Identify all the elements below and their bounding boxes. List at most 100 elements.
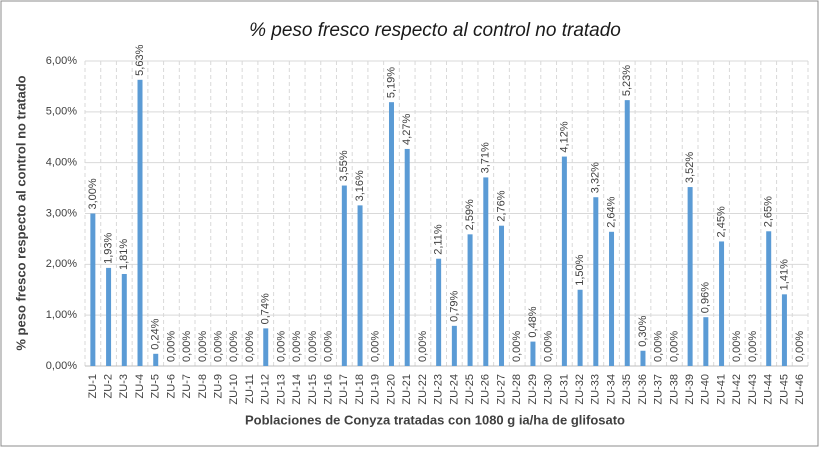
- data-label: 0,00%: [244, 331, 256, 362]
- bar: [499, 225, 505, 366]
- data-label: 0,00%: [417, 331, 429, 362]
- bar: [436, 258, 442, 366]
- x-tick-label: ZU-4: [134, 374, 146, 398]
- data-label: 5,63%: [134, 44, 146, 75]
- bar: [483, 177, 489, 366]
- data-label: 0,00%: [213, 331, 225, 362]
- x-tick-label: ZU-23: [433, 374, 445, 405]
- data-label: 2,65%: [763, 196, 775, 227]
- bar: [766, 231, 772, 366]
- data-label: 0,00%: [165, 331, 177, 362]
- x-tick-label: ZU-45: [778, 374, 790, 405]
- bar: [137, 79, 143, 366]
- bar: [388, 102, 394, 367]
- data-label: 0,24%: [150, 318, 162, 349]
- bar: [106, 267, 112, 366]
- bar: [357, 205, 363, 366]
- data-label: 5,23%: [621, 65, 633, 96]
- x-tick-label: ZU-20: [385, 374, 397, 405]
- bar: [577, 289, 583, 366]
- data-label: 3,32%: [590, 162, 602, 193]
- data-label: 2,59%: [464, 199, 476, 230]
- x-tick-label: ZU-7: [181, 374, 193, 398]
- x-tick-label: ZU-35: [621, 374, 633, 405]
- bar: [561, 156, 567, 366]
- x-tick-label: ZU-18: [354, 374, 366, 405]
- x-tick-label: ZU-43: [747, 374, 759, 405]
- bar: [467, 234, 473, 366]
- x-tick-label: ZU-5: [150, 374, 162, 398]
- x-tick-label: ZU-12: [260, 374, 272, 405]
- data-label: 0,00%: [653, 331, 665, 362]
- y-tick-label: 4,00%: [46, 157, 77, 169]
- x-tick-label: ZU-14: [291, 374, 303, 405]
- x-tick-label: ZU-31: [558, 374, 570, 405]
- data-label: 0,74%: [260, 293, 272, 324]
- x-tick-label: ZU-37: [653, 374, 665, 405]
- data-label: 0,30%: [637, 315, 649, 346]
- data-label: 0,48%: [527, 306, 539, 337]
- x-tick-label: ZU-13: [275, 374, 287, 405]
- data-label: 3,00%: [87, 178, 99, 209]
- x-tick-label: ZU-17: [338, 374, 350, 405]
- data-label: 0,00%: [323, 331, 335, 362]
- x-tick-label: ZU-22: [417, 374, 429, 405]
- data-label: 5,19%: [385, 67, 397, 98]
- x-tick-label: ZU-42: [731, 374, 743, 405]
- bar: [781, 294, 787, 366]
- x-tick-label: ZU-30: [543, 374, 555, 405]
- x-tick-label: ZU-3: [118, 374, 130, 398]
- chart-title: % peso fresco respecto al control no tra…: [249, 20, 621, 41]
- data-label: 0,00%: [291, 331, 303, 362]
- bar: [404, 148, 410, 366]
- data-label: 0,79%: [448, 290, 460, 321]
- x-tick-label: ZU-9: [213, 374, 225, 398]
- y-tick-label: 3,00%: [46, 207, 77, 219]
- data-label: 0,00%: [307, 331, 319, 362]
- y-tick-label: 2,00%: [46, 258, 77, 270]
- data-label: 1,81%: [118, 239, 130, 270]
- x-tick-label: ZU-39: [684, 374, 696, 405]
- x-tick-label: ZU-8: [197, 374, 209, 398]
- data-label: 1,93%: [102, 232, 114, 263]
- data-label: 0,00%: [543, 331, 555, 362]
- data-label: 0,00%: [181, 331, 193, 362]
- data-label: 1,50%: [574, 254, 586, 285]
- x-tick-label: ZU-41: [715, 374, 727, 405]
- x-tick-label: ZU-36: [637, 374, 649, 405]
- data-label: 0,00%: [197, 331, 209, 362]
- x-axis-title: Poblaciones de Conyza tratadas con 1080 …: [245, 412, 625, 427]
- x-tick-label: ZU-29: [527, 374, 539, 405]
- data-label: 0,00%: [668, 331, 680, 362]
- x-tick-label: ZU-38: [668, 374, 680, 405]
- x-tick-label: ZU-32: [574, 374, 586, 405]
- y-tick-label: 0,00%: [46, 360, 77, 372]
- bar: [341, 185, 347, 366]
- x-tick-label: ZU-44: [763, 374, 775, 405]
- x-tick-label: ZU-24: [448, 374, 460, 405]
- x-tick-label: ZU-40: [700, 374, 712, 405]
- bar: [609, 231, 615, 366]
- x-tick-label: ZU-19: [370, 374, 382, 405]
- data-label: 2,76%: [495, 190, 507, 221]
- x-tick-label: ZU-33: [590, 374, 602, 405]
- data-label: 0,00%: [370, 331, 382, 362]
- data-label: 2,64%: [605, 196, 617, 227]
- x-tick-label: ZU-1: [87, 374, 99, 398]
- data-label: 3,16%: [354, 170, 366, 201]
- bar: [624, 100, 630, 367]
- x-tick-label: ZU-21: [401, 374, 413, 405]
- bar: [640, 350, 646, 366]
- bar: [153, 353, 159, 366]
- data-label: 0,00%: [731, 331, 743, 362]
- x-tick-label: ZU-2: [102, 374, 114, 398]
- y-axis-title: % peso fresco respecto al control no tra…: [13, 75, 28, 350]
- x-tick-label: ZU-11: [244, 374, 256, 404]
- x-tick-label: ZU-28: [511, 374, 523, 405]
- x-tick-label: ZU-10: [228, 374, 240, 405]
- data-label: 3,55%: [338, 150, 350, 181]
- bar: [719, 241, 725, 366]
- data-label: 1,41%: [778, 259, 790, 290]
- x-tick-label: ZU-25: [464, 374, 476, 405]
